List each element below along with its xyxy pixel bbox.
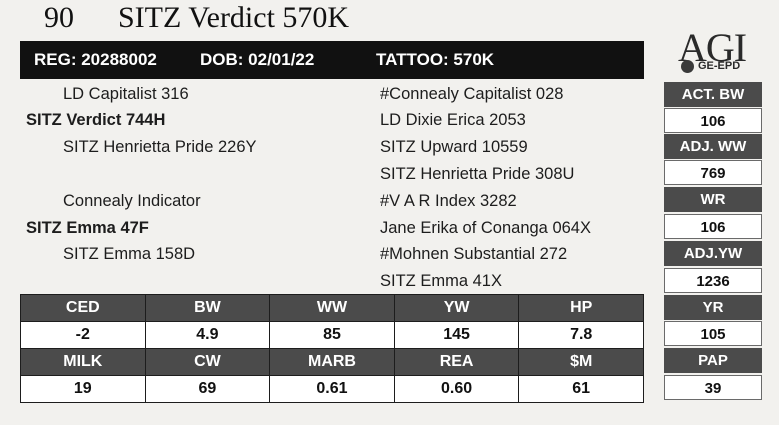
date-of-birth: DOB: 02/01/22 [200, 50, 315, 69]
epd-value: 0.60 [393, 375, 520, 403]
logo-globe-icon [681, 60, 694, 73]
epd-header: WW [269, 294, 395, 322]
perf-label: WR [664, 187, 762, 212]
perf-value: 105 [664, 321, 762, 346]
epd-value-row: 19 69 0.61 0.60 61 [20, 375, 644, 403]
epd-header: HP [518, 294, 644, 322]
epd-header-row: CED BW WW YW HP [20, 294, 644, 322]
pedigree-g3-6: Jane Erika of Conanga 064X [380, 219, 591, 237]
pedigree-g3-4: SITZ Henrietta Pride 308U [380, 165, 575, 183]
perf-label: ADJ. WW [664, 134, 762, 159]
pedigree-g3-3: SITZ Upward 10559 [380, 138, 528, 156]
animal-name: SITZ Verdict 570K [118, 1, 350, 34]
pedigree-dam-sire: Connealy Indicator [63, 192, 201, 210]
epd-header: MILK [20, 348, 146, 376]
epd-value: 4.9 [144, 321, 271, 349]
epd-value: 61 [518, 375, 644, 403]
agi-logo: AGI GE-EPD [662, 26, 762, 80]
tattoo: TATTOO: 570K [376, 50, 495, 69]
pedigree-sire-dam: SITZ Henrietta Pride 226Y [63, 138, 257, 156]
pedigree-g3-1: #Connealy Capitalist 028 [380, 85, 564, 103]
perf-label: YR [664, 295, 762, 320]
epd-header: YW [393, 294, 520, 322]
epd-value: 7.8 [518, 321, 644, 349]
epd-value: 85 [269, 321, 395, 349]
perf-value: 1236 [664, 268, 762, 293]
perf-value: 106 [664, 108, 762, 133]
pedigree-g3-8: SITZ Emma 41X [380, 272, 502, 290]
perf-value: 769 [664, 160, 762, 185]
epd-value: 0.61 [269, 375, 395, 403]
epd-header: CW [144, 348, 271, 376]
pedigree-sire: SITZ Verdict 744H [26, 111, 166, 129]
pedigree-g3-7: #Mohnen Substantial 272 [380, 245, 568, 263]
epd-header-row: MILK CW MARB REA $M [20, 348, 644, 376]
epd-header: REA [393, 348, 520, 376]
pedigree-g3-2: LD Dixie Erica 2053 [380, 111, 526, 129]
perf-label: ACT. BW [664, 82, 762, 107]
epd-value-row: -2 4.9 85 145 7.8 [20, 321, 644, 349]
lot-title: 90 SITZ Verdict 570K [44, 0, 349, 36]
pedigree-dam-dam: SITZ Emma 158D [63, 245, 196, 263]
lot-number: 90 [44, 1, 74, 34]
epd-value: 19 [20, 375, 146, 403]
epd-value: 69 [144, 375, 271, 403]
pedigree-g3-5: #V A R Index 3282 [380, 192, 517, 210]
pedigree-sire-sire: LD Capitalist 316 [63, 85, 189, 103]
perf-value: 106 [664, 214, 762, 239]
epd-header: $M [518, 348, 644, 376]
epd-value: 145 [393, 321, 520, 349]
epd-header: BW [144, 294, 271, 322]
perf-value: 39 [664, 375, 762, 400]
registration-number: REG: 20288002 [34, 50, 157, 69]
epd-header: MARB [269, 348, 395, 376]
perf-label: ADJ.YW [664, 241, 762, 266]
logo-tag: GE-EPD [698, 60, 741, 72]
epd-header: CED [20, 294, 146, 322]
epd-value: -2 [20, 321, 146, 349]
pedigree-dam: SITZ Emma 47F [26, 219, 149, 237]
perf-label: PAP [664, 348, 762, 373]
epd-table: CED BW WW YW HP -2 4.9 85 145 7.8 MILK C… [20, 294, 644, 403]
registration-bar: REG: 20288002 DOB: 02/01/22 TATTOO: 570K [20, 41, 644, 79]
